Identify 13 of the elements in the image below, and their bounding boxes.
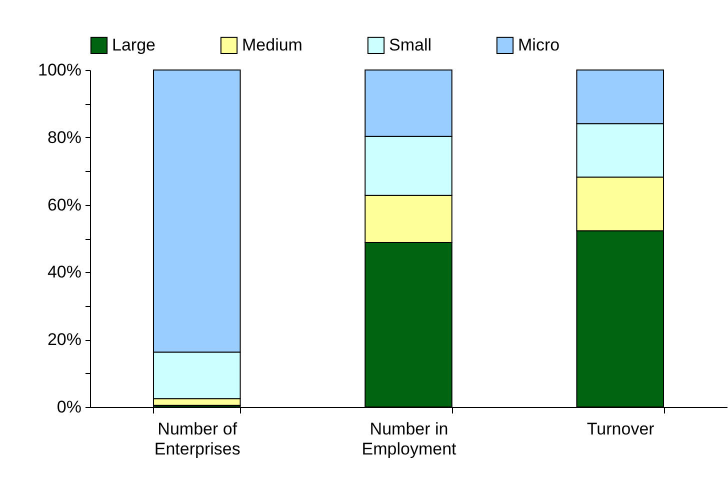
y-tick-label: 20%	[47, 330, 82, 350]
y-tick-label: 60%	[47, 195, 82, 214]
legend-label: Micro	[518, 35, 560, 54]
legend-label: Medium	[242, 35, 302, 54]
x-tick-label: Number in Employment	[362, 420, 457, 458]
y-tick-label: 100%	[38, 60, 82, 80]
x-tick-label: Turnover	[586, 420, 655, 438]
y-tick-label: 80%	[47, 128, 82, 147]
legend-label: Large	[112, 35, 156, 54]
legend-label: Small	[389, 35, 432, 54]
x-tick-label: Number of Enterprises	[154, 420, 240, 458]
y-tick-label: 0%	[56, 398, 82, 416]
y-tick-label: 40%	[47, 262, 82, 282]
